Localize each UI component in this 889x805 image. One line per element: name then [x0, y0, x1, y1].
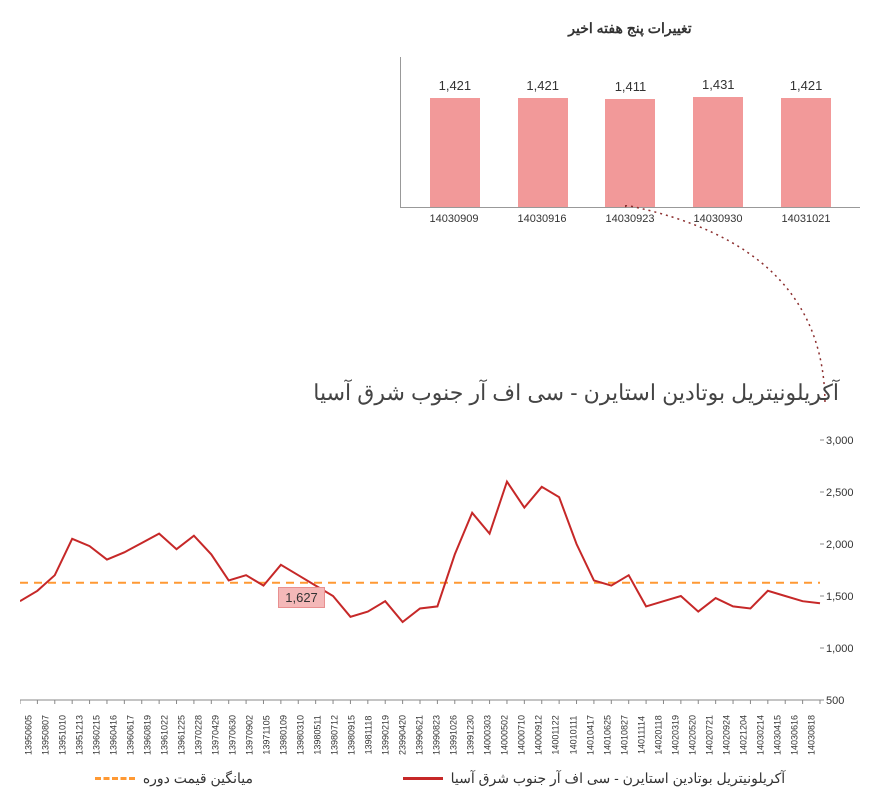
x-tick-label: 14030818	[786, 726, 836, 743]
y-tick-label: 2,000	[826, 539, 854, 551]
main-chart-title: آکریلونیتریل بوتادین استایرن - سی اف آر …	[313, 380, 839, 406]
bar-rect	[430, 98, 480, 207]
bar-x-label: 14030930	[688, 213, 748, 225]
legend-mean: میانگین قیمت دوره	[95, 770, 253, 787]
bar-chart-plot: 1,421 1,421 1,411 1,431 1,421	[400, 57, 860, 208]
bar-rect	[693, 97, 743, 207]
y-tick-label: 1,500	[826, 591, 854, 603]
legend-series-sample	[403, 777, 443, 780]
y-tick-label: 1,000	[826, 643, 854, 655]
bar-14031021: 1,421	[776, 78, 836, 207]
y-tick-label: 2,500	[826, 487, 854, 499]
bar-x-label: 14030923	[600, 213, 660, 225]
bar-x-label: 14030909	[424, 213, 484, 225]
recent-weeks-bar-chart: تغییرات پنج هفته اخیر 1,4211,4211,4111,4…	[400, 20, 860, 225]
bar-x-label: 14030916	[512, 213, 572, 225]
bar-value-label: 1,411	[615, 79, 647, 94]
bar-14030909: 1,421	[425, 78, 485, 207]
y-tick-label: 500	[826, 695, 844, 707]
bar-value-label: 1,431	[702, 77, 735, 92]
y-tick-label: 3,000	[826, 435, 854, 447]
bar-value-label: 1,421	[790, 78, 823, 93]
line-chart-plot: 500 1,000 1,500 2,000 2,500 3,000	[20, 430, 860, 710]
bar-rect	[781, 98, 831, 207]
bar-rect	[605, 99, 655, 207]
chart-legend: آکریلونیتریل بوتادین استایرن - سی اف آر …	[20, 770, 860, 787]
line-chart-x-labels: 1395060513950807139510101395121313960215…	[20, 710, 820, 760]
legend-mean-sample	[95, 777, 135, 780]
price-line	[20, 482, 820, 622]
bar-rect	[518, 98, 568, 207]
legend-series: آکریلونیتریل بوتادین استایرن - سی اف آر …	[403, 770, 786, 787]
mean-value-badge: 1,627	[278, 587, 325, 608]
legend-mean-label: میانگین قیمت دوره	[143, 770, 253, 787]
bar-x-label: 14031021	[776, 213, 836, 225]
bar-value-label: 1,421	[439, 78, 472, 93]
bar-chart-title: تغییرات پنج هفته اخیر	[400, 20, 860, 37]
bar-14030923: 1,411	[600, 79, 660, 207]
legend-series-label: آکریلونیتریل بوتادین استایرن - سی اف آر …	[451, 770, 786, 787]
bar-chart-x-labels: 14030909 14030916 14030923 14030930 14031021	[400, 208, 860, 225]
price-line-chart: 500 1,000 1,500 2,000 2,500 3,000 13950605139…	[20, 430, 860, 760]
bar-value-label: 1,421	[526, 78, 559, 93]
bar-14030930: 1,431	[688, 77, 748, 207]
bar-14030916: 1,421	[513, 78, 573, 207]
